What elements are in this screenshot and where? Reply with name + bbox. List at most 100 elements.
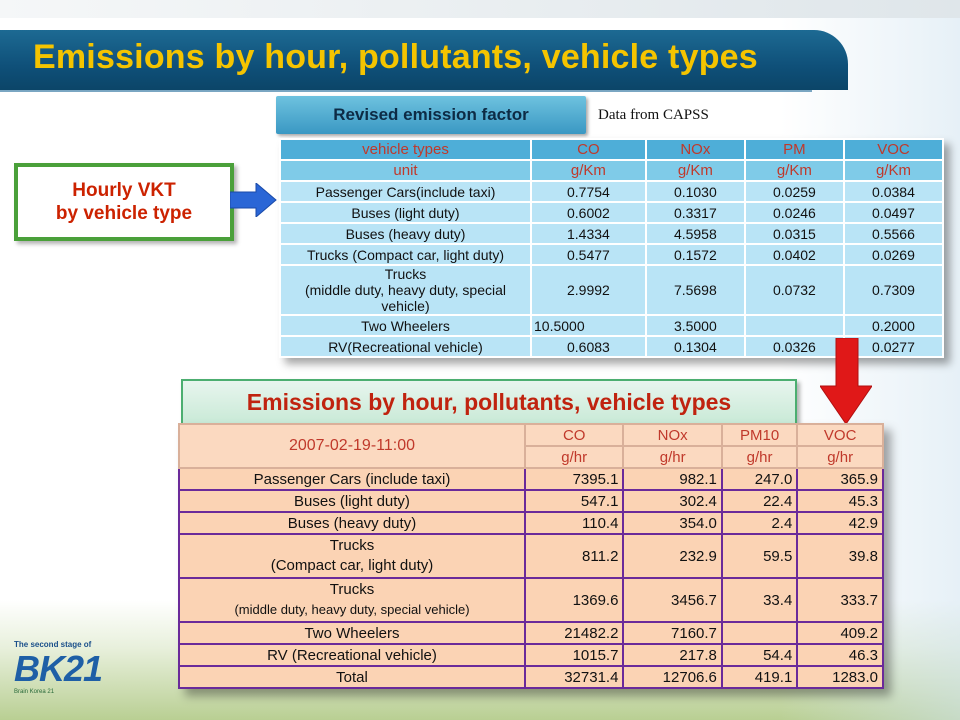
vehicle-type-name: Trucks [329,537,375,554]
nox-cell: 302.4 [622,489,723,513]
voc-cell: 365.9 [796,467,884,491]
vehicle-type-cell: RV(Recreational vehicle) [279,335,532,358]
co-cell: 110.4 [523,511,625,535]
table-row: Passenger Cars(include taxi) 0.7754 0.10… [279,180,945,203]
unit-voc: g/Km [842,159,945,182]
vehicle-type-cell: Trucks (middle duty, heavy duty, special… [178,577,526,623]
total-co: 32731.4 [523,665,625,689]
pm-cell: 0.0732 [743,264,845,316]
nox-cell: 7.5698 [644,264,746,316]
voc-cell: 39.8 [796,533,884,579]
table-row: RV (Recreational vehicle) 1015.7 217.8 5… [178,643,884,667]
vehicle-type-detail: (middle duty, heavy duty, special vehicl… [234,602,470,617]
vehicle-type-cell: Buses (light duty) [178,489,526,513]
logo-name: BK21 [14,648,103,689]
co-cell: 21482.2 [523,621,625,645]
nox-cell: 4.5958 [644,222,746,245]
vehicle-type-detail: (Compact car, light duty) [270,557,434,574]
vehicle-type-cell: Two Wheelers [279,314,532,337]
table-row: Trucks (Compact car, light duty) 811.2 2… [178,533,884,579]
unit-co: g/hr [523,445,625,469]
table-row: Buses (light duty) 0.6002 0.3317 0.0246 … [279,201,945,224]
pm-cell: 0.0402 [743,243,845,266]
vehicle-type-cell: Buses (heavy duty) [279,222,532,245]
table-row: Two Wheelers 21482.2 7160.7 409.2 [178,621,884,645]
logo-tagline: The second stage of [14,640,92,649]
total-row: Total 32731.4 12706.6 419.1 1283.0 [178,665,884,689]
pm10-cell: 2.4 [720,511,799,535]
vehicle-type-detail: (middle duty, heavy duty, special vehicl… [304,282,507,314]
nox-cell: 232.9 [622,533,723,579]
unit-co: g/Km [530,159,647,182]
vehicle-type-cell: RV (Recreational vehicle) [178,643,526,667]
logo-subtitle: Brain Korea 21 [14,689,55,695]
nox-cell: 217.8 [622,643,723,667]
emissions-table: 2007-02-19-11:00 CO NOx PM10 VOC g/hr g/… [178,423,884,689]
voc-cell: 42.9 [796,511,884,535]
header-voc: VOC [842,138,945,161]
emissions-header-row: 2007-02-19-11:00 CO NOx PM10 VOC [178,423,884,469]
co-cell: 0.6002 [530,201,647,224]
vehicle-type-cell: Passenger Cars (include taxi) [178,467,526,491]
vehicle-type-cell: Passenger Cars(include taxi) [279,180,532,203]
total-nox: 12706.6 [622,665,723,689]
pm-cell: 0.0326 [743,335,845,358]
title-band [0,30,848,90]
co-cell: 10.5000 [530,314,647,337]
unit-pm10: g/hr [720,445,799,469]
co-cell: 0.6083 [530,335,647,358]
pm-cell: 0.0259 [743,180,845,203]
co-cell: 0.5477 [530,243,647,266]
nox-cell: 3456.7 [622,577,723,623]
voc-cell: 333.7 [796,577,884,623]
total-voc: 1283.0 [796,665,884,689]
nox-cell: 3.5000 [644,314,746,337]
header-co: CO [523,423,625,447]
emission-factor-header-row: vehicle types CO NOx PM VOC [279,138,945,161]
hourly-vkt-line1: Hourly VKT [72,180,176,201]
co-cell: 1369.6 [523,577,625,623]
total-pm10: 419.1 [720,665,799,689]
header-pm: PM [743,138,845,161]
vehicle-type-cell: Two Wheelers [178,621,526,645]
page-title: Emissions by hour, pollutants, vehicle t… [33,38,758,76]
table-row: Buses (heavy duty) 110.4 354.0 2.4 42.9 [178,511,884,535]
emissions-result-tab: Emissions by hour, pollutants, vehicle t… [181,379,797,425]
pm10-cell: 22.4 [720,489,799,513]
total-label: Total [178,665,526,689]
pm-cell [743,314,845,337]
voc-cell: 0.7309 [842,264,945,316]
unit-label: unit [279,159,532,182]
emissions-table-wrapper: 2007-02-19-11:00 CO NOx PM10 VOC g/hr g/… [178,423,884,689]
hourly-vkt-line2: by vehicle type [55,203,193,224]
header-voc: VOC [796,423,884,447]
co-cell: 547.1 [523,489,625,513]
nox-cell: 7160.7 [622,621,723,645]
co-cell: 811.2 [523,533,625,579]
emissions-unit-row: g/hr g/hr g/hr g/hr [179,445,884,469]
table-row: Trucks (middle duty, heavy duty, special… [178,577,884,623]
table-row: Trucks (Compact car, light duty) 0.5477 … [279,243,945,266]
vehicle-type-name: Trucks [329,581,375,598]
vehicle-type-cell: Buses (heavy duty) [178,511,526,535]
vehicle-type-cell: Trucks (Compact car, light duty) [178,533,526,579]
bk21-logo: The second stage of BK21 Brain Korea 21 [14,640,114,712]
unit-nox: g/Km [644,159,746,182]
voc-cell: 0.5566 [842,222,945,245]
emission-factor-table: vehicle types CO NOx PM VOC unit g/Km g/… [279,138,945,358]
revised-emission-factor-tab: Revised emission factor [276,96,586,134]
unit-voc: g/hr [796,445,884,469]
pm10-cell [720,621,799,645]
vehicle-type-cell: Buses (light duty) [279,201,532,224]
source-note: Data from CAPSS [598,107,709,123]
pm10-cell: 247.0 [720,467,799,491]
table-row: Trucks (middle duty, heavy duty, special… [279,264,945,316]
nox-cell: 982.1 [622,467,723,491]
timestamp-cell: 2007-02-19-11:00 [178,423,526,469]
top-bar [0,0,960,18]
vehicle-type-name: Trucks [384,266,427,282]
down-arrow-icon [820,338,872,424]
co-cell: 0.7754 [530,180,647,203]
vehicle-type-cell: Trucks (middle duty, heavy duty, special… [279,264,532,316]
co-cell: 1015.7 [523,643,625,667]
